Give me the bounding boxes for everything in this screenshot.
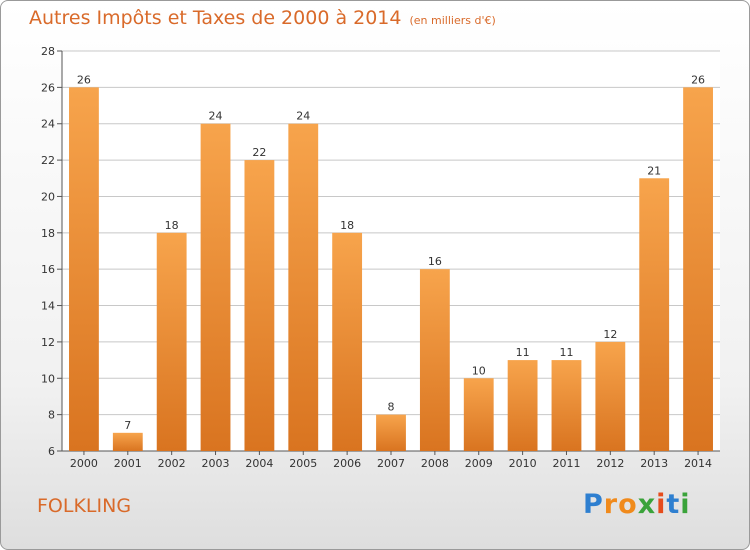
logo-letter: o [618,489,638,520]
y-tick-label: 20 [41,190,55,203]
bar [332,232,363,451]
bar [376,414,406,451]
y-tick-label: 6 [48,445,55,458]
x-tick-label: 2003 [202,457,230,470]
x-tick-label: 2002 [158,457,186,470]
x-tick-label: 2012 [596,457,624,470]
x-tick-label: 2001 [114,457,142,470]
x-tick-label: 2004 [245,457,273,470]
data-label: 18 [165,219,179,232]
data-label: 24 [296,110,310,123]
x-tick-label: 2010 [509,457,537,470]
data-label: 11 [559,346,573,359]
town-name: FOLKLING [37,495,132,517]
data-label: 11 [516,346,530,359]
logo-letter: P [583,489,604,520]
y-tick-label: 8 [48,409,55,422]
logo-letter: i [680,489,691,520]
bar [507,360,538,451]
bar [639,178,670,452]
y-tick-label: 24 [41,118,55,131]
x-tick-label: 2007 [377,457,405,470]
bar [156,232,187,451]
x-tick-label: 2008 [421,457,449,470]
data-label: 12 [603,328,617,341]
bar [112,432,143,451]
bar [683,87,713,451]
chart-subtitle: (en milliers d'€) [409,14,496,27]
data-label: 26 [77,73,91,86]
y-tick-label: 10 [41,372,55,385]
y-tick-label: 14 [41,300,55,313]
chart-title-text: Autres Impôts et Taxes de 2000 à 2014 [29,7,402,29]
bar [69,87,99,451]
y-tick-label: 28 [41,45,55,58]
data-label: 24 [209,110,223,123]
data-label: 10 [472,364,486,377]
chart-title: Autres Impôts et Taxes de 2000 à 2014 (en… [29,7,496,29]
data-label: 21 [647,164,661,177]
bar [419,269,450,451]
bar [288,123,319,452]
y-tick-label: 12 [41,336,55,349]
logo-letter: x [637,489,657,520]
proxiti-logo[interactable]: Proxiti [583,489,691,520]
x-tick-label: 2014 [684,457,712,470]
logo-letter: i [656,489,667,520]
x-tick-label: 2013 [640,457,668,470]
bar [463,378,494,451]
y-tick-label: 18 [41,227,55,240]
bar [551,360,582,451]
y-tick-label: 22 [41,154,55,167]
y-tick-label: 16 [41,263,55,276]
y-tick-label: 26 [41,81,55,94]
data-label: 26 [691,73,705,86]
bar [200,123,231,452]
logo-letter: r [603,489,619,520]
bar-chart: 6 8 10 12 14 16 18 20 22 24 26 28 26 2000 7 2001 18 2002 2… [41,45,720,470]
x-tick-label: 2011 [552,457,580,470]
x-tick-label: 2000 [70,457,98,470]
x-tick-label: 2006 [333,457,361,470]
bar [595,341,626,451]
data-label: 7 [124,419,131,432]
x-tick-label: 2009 [465,457,493,470]
logo-letter: t [666,489,681,520]
bar [244,160,275,451]
data-label: 18 [340,219,354,232]
data-label: 16 [428,255,442,268]
data-label: 22 [252,146,266,159]
data-label: 8 [388,401,395,414]
x-tick-label: 2005 [289,457,317,470]
